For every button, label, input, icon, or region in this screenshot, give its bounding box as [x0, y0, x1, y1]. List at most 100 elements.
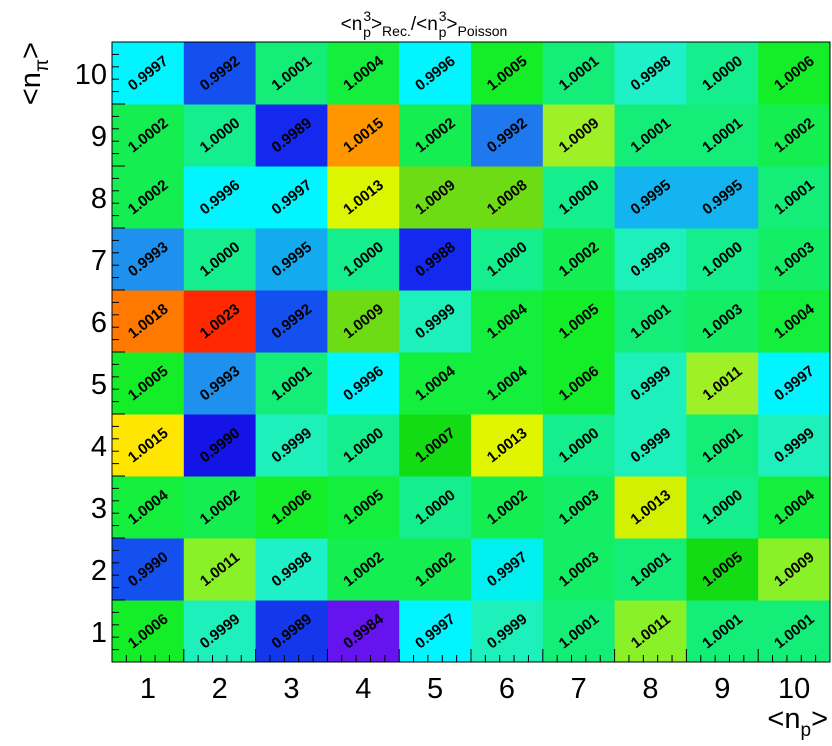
heatmap-cell — [542, 414, 616, 477]
heatmap-cell — [399, 166, 472, 229]
heatmap-cell — [255, 290, 328, 353]
y-tick-label: 2 — [91, 555, 107, 587]
heatmap-cell — [327, 538, 400, 601]
x-tick-label: 8 — [642, 673, 658, 705]
heatmap-cell — [686, 600, 759, 663]
y-tick-label: 7 — [91, 245, 107, 277]
y-tick-labels: 1 2 3 4 5 6 7 8 9 10 — [75, 59, 107, 649]
heatmap-cell — [112, 352, 185, 415]
heatmap-cell — [183, 476, 257, 539]
heatmap-cell — [112, 228, 185, 291]
heatmap-cell — [183, 600, 257, 663]
heatmap-cell — [112, 538, 185, 601]
x-axis-label: <np> — [767, 703, 828, 741]
heatmap-cell — [112, 104, 185, 167]
heatmap-cell — [255, 228, 328, 291]
heatmap-cell — [327, 352, 400, 415]
heatmap-cell — [758, 42, 831, 105]
y-axis-label-text: <nπ> — [15, 42, 53, 105]
heatmap-cell — [614, 600, 687, 663]
heatmap-cell — [255, 538, 328, 601]
heatmap-cell — [112, 476, 185, 539]
y-tick-label: 1 — [91, 617, 107, 649]
heatmap-cell — [542, 538, 616, 601]
heatmap-cell — [327, 414, 400, 477]
heatmap-cell — [758, 414, 831, 477]
heatmap-cell — [471, 42, 544, 105]
chart-title: <n3 p>Rec./<n3 p>Poisson — [341, 8, 508, 40]
y-axis-label: <nπ> — [15, 42, 53, 105]
heatmap-cell — [255, 104, 328, 167]
y-tick-label: 9 — [91, 121, 107, 153]
heatmap-cell — [327, 228, 400, 291]
heatmap-cell — [758, 290, 831, 353]
heatmap-cell — [758, 600, 831, 663]
heatmap-cell — [183, 104, 257, 167]
heatmap-cell — [471, 352, 544, 415]
x-tick-label: 7 — [571, 673, 587, 705]
heatmap-cell — [471, 600, 544, 663]
heatmap-cell — [471, 414, 544, 477]
heatmap-cell — [471, 166, 544, 229]
heatmap-cell — [686, 538, 759, 601]
heatmap-cell — [686, 104, 759, 167]
heatmap-cell — [758, 104, 831, 167]
heatmap-cell — [327, 476, 400, 539]
heatmap-cell — [112, 42, 185, 105]
heatmap-cell — [399, 290, 472, 353]
x-tick-label: 3 — [283, 673, 299, 705]
y-tick-label: 10 — [75, 59, 107, 91]
x-tick-label: 6 — [499, 673, 515, 705]
y-tick-label: 4 — [91, 431, 107, 463]
heatmap-cell — [112, 600, 185, 663]
heatmap-cells — [112, 42, 831, 663]
heatmap-cell — [255, 42, 328, 105]
heatmap-cell — [183, 414, 257, 477]
heatmap-cell — [542, 104, 616, 167]
y-tick-label: 6 — [91, 307, 107, 339]
heatmap-cell — [399, 42, 472, 105]
heatmap-cell — [327, 104, 400, 167]
heatmap-cell — [399, 538, 472, 601]
x-tick-label: 9 — [714, 673, 730, 705]
x-tick-labels: 1 2 3 4 5 6 7 8 9 10 — [140, 673, 810, 705]
heatmap-cell — [399, 104, 472, 167]
x-tick-label: 10 — [778, 673, 810, 705]
heatmap-cell — [327, 166, 400, 229]
heatmap-cell — [183, 228, 257, 291]
y-tick-label: 5 — [91, 369, 107, 401]
heatmap-cell — [542, 166, 616, 229]
axis-ticks — [111, 41, 831, 663]
heatmap-cell — [183, 352, 257, 415]
x-tick-label: 1 — [140, 673, 156, 705]
heatmap-cell — [471, 538, 544, 601]
heatmap-cell — [399, 600, 472, 663]
heatmap-cell — [112, 166, 185, 229]
heatmap-cell — [758, 166, 831, 229]
heatmap-cell — [758, 352, 831, 415]
heatmap-cell — [686, 476, 759, 539]
x-tick-label: 5 — [427, 673, 443, 705]
heatmap-cell — [758, 538, 831, 601]
heatmap-cell — [255, 600, 328, 663]
x-tick-label: 4 — [355, 673, 371, 705]
heatmap-cell — [686, 290, 759, 353]
heatmap-cell — [614, 42, 687, 105]
x-axis-label-text: <np> — [767, 703, 828, 741]
heatmap-cell — [255, 352, 328, 415]
y-tick-label: 3 — [91, 493, 107, 525]
heatmap-cell — [255, 414, 328, 477]
heatmap-cell — [614, 476, 687, 539]
heatmap-cell — [614, 166, 687, 229]
heatmap-cell — [112, 414, 185, 477]
heatmap-cell — [183, 42, 257, 105]
heatmap-cell — [542, 352, 616, 415]
heatmap-cell — [471, 476, 544, 539]
heatmap-cell — [399, 476, 472, 539]
heatmap-cell — [471, 290, 544, 353]
heatmap-cell — [399, 414, 472, 477]
heatmap-cell — [614, 104, 687, 167]
heatmap-cell — [542, 600, 616, 663]
heatmap-cell — [542, 290, 616, 353]
